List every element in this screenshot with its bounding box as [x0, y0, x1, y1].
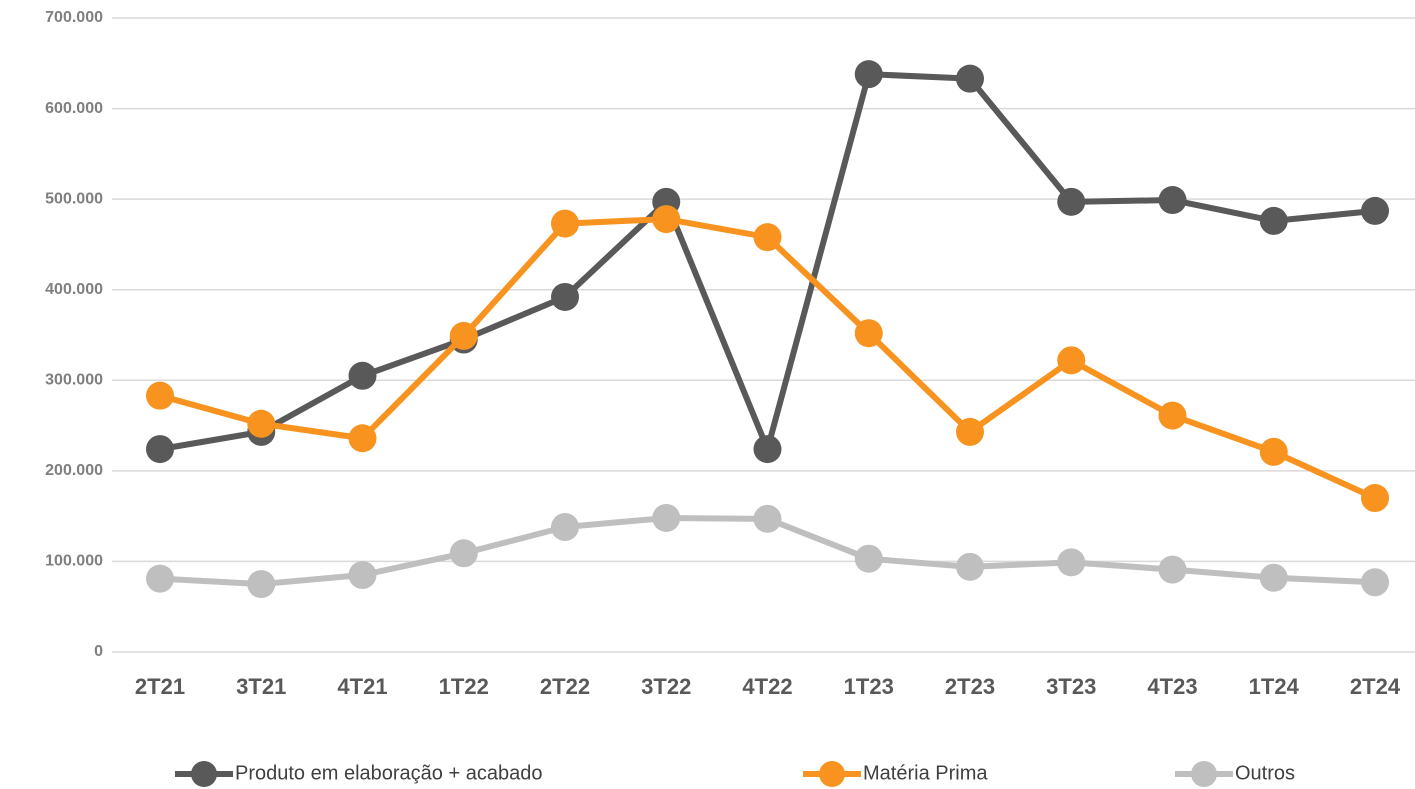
- point: [956, 64, 984, 93]
- y-tick-label: 100.000: [45, 553, 103, 570]
- point: [753, 223, 782, 252]
- y-tick-label: 200.000: [45, 462, 103, 479]
- point: [1259, 563, 1288, 592]
- point: [247, 570, 276, 599]
- x-tick-label: 2T23: [945, 674, 995, 699]
- x-tick-label: 4T22: [742, 674, 792, 699]
- x-tick-label: 3T21: [236, 674, 286, 699]
- x-tick-label: 2T24: [1350, 674, 1401, 699]
- y-tick-label: 500.000: [45, 190, 103, 207]
- x-tick-label: 4T21: [337, 674, 387, 699]
- point: [1057, 187, 1086, 216]
- x-tick-label: 1T22: [439, 674, 489, 699]
- point: [753, 504, 782, 533]
- y-tick-label: 400.000: [45, 281, 103, 298]
- point: [1158, 401, 1187, 430]
- point: [956, 417, 984, 446]
- point: [449, 321, 478, 350]
- y-tick-label: 300.000: [45, 372, 103, 389]
- point: [146, 435, 174, 464]
- x-tick-label: 3T23: [1046, 674, 1096, 699]
- point: [1259, 437, 1288, 466]
- x-tick-label: 2T22: [540, 674, 590, 699]
- x-tick-label: 2T21: [135, 674, 185, 699]
- x-tick-label: 3T22: [641, 674, 691, 699]
- point: [1057, 346, 1086, 375]
- series-line: [159, 71, 1376, 453]
- legend-label: Outros: [1235, 762, 1295, 784]
- x-tick-label: 1T23: [844, 674, 894, 699]
- y-tick-label: 600.000: [45, 100, 103, 117]
- point: [854, 319, 883, 348]
- point: [1361, 484, 1389, 513]
- point: [247, 409, 276, 438]
- y-tick-label: 0: [94, 643, 103, 660]
- point: [146, 564, 174, 593]
- point: [1158, 186, 1187, 215]
- legend-marker: [191, 761, 217, 787]
- point: [551, 513, 579, 542]
- x-tick-label: 1T24: [1249, 674, 1300, 699]
- point: [449, 539, 478, 568]
- point: [348, 561, 377, 590]
- legend-marker: [1191, 761, 1217, 787]
- point: [348, 424, 377, 453]
- point: [1057, 548, 1086, 577]
- point: [854, 544, 883, 573]
- point: [1361, 568, 1389, 597]
- point: [348, 361, 377, 390]
- point: [956, 552, 984, 581]
- point: [652, 503, 681, 532]
- point: [551, 282, 579, 311]
- point: [1361, 196, 1389, 225]
- point: [1158, 555, 1187, 584]
- point: [753, 435, 782, 464]
- point: [652, 205, 681, 234]
- point: [1259, 206, 1288, 235]
- legend-marker: [819, 761, 845, 787]
- point: [854, 60, 883, 89]
- point: [551, 209, 579, 238]
- x-tick-label: 4T23: [1147, 674, 1197, 699]
- legend-label: Produto em elaboração + acabado: [235, 762, 542, 784]
- point: [146, 381, 174, 410]
- y-tick-label: 700.000: [45, 9, 103, 26]
- legend-label: Matéria Prima: [863, 762, 988, 784]
